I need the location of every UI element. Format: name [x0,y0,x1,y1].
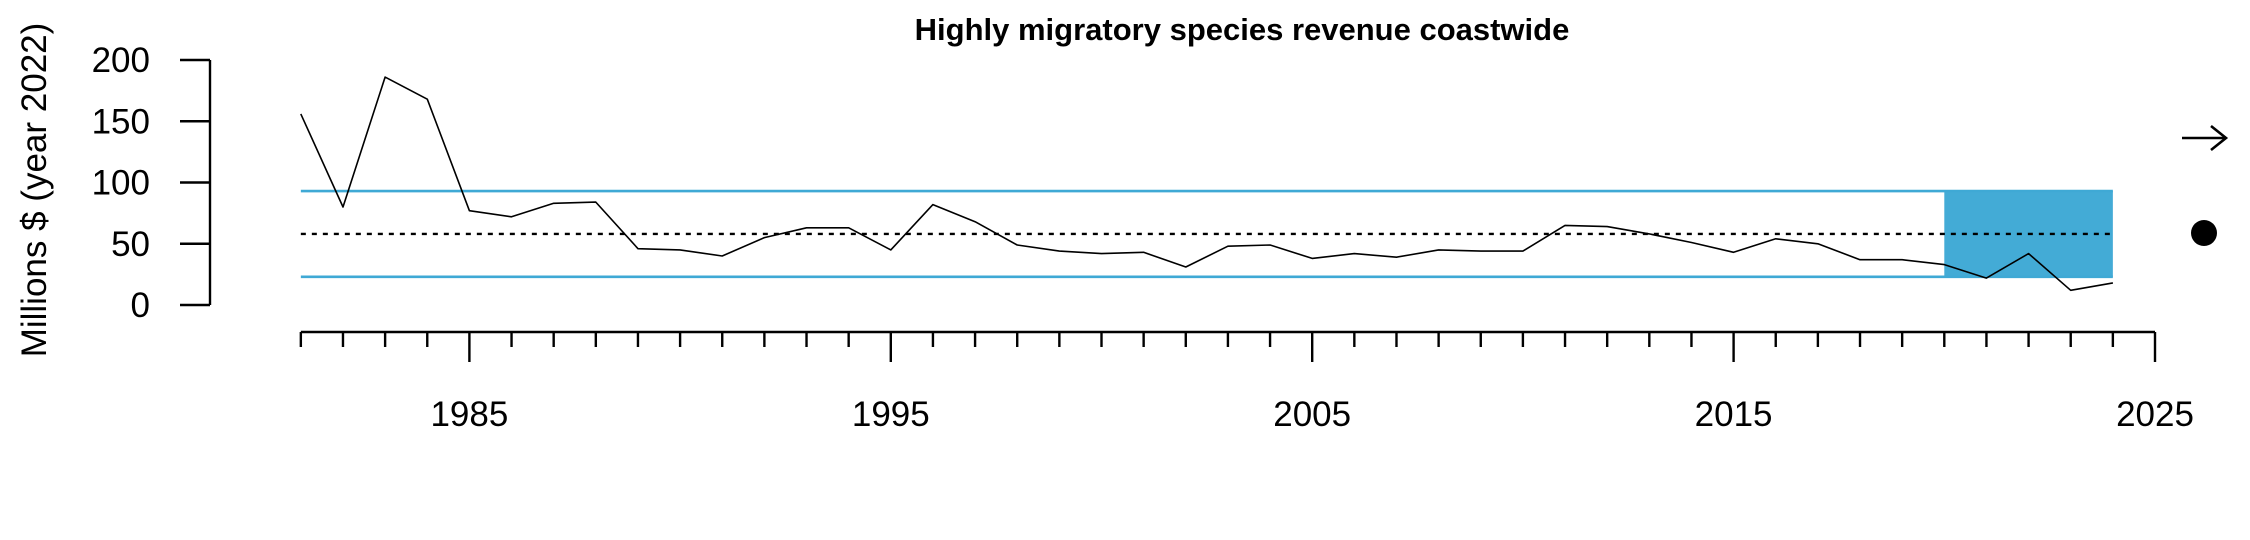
y-axis-label: Millions $ (year 2022) [15,23,54,358]
y-tick-label: 50 [111,225,150,264]
y-tick-label: 150 [92,102,150,141]
filled-circle-icon [2191,220,2217,246]
chart-title: Highly migratory species revenue coastwi… [915,12,1570,47]
x-tick-label: 2015 [1695,395,1773,434]
x-tick-label: 2025 [2116,395,2194,434]
y-tick-label: 100 [92,164,150,203]
x-tick-label: 1985 [430,395,508,434]
y-tick-label: 200 [92,41,150,80]
y-tick-label: 0 [131,286,150,325]
arrow-right-icon [2182,124,2229,152]
x-tick-label: 1995 [852,395,930,434]
x-tick-label: 2005 [1273,395,1351,434]
series-line [300,76,2114,292]
